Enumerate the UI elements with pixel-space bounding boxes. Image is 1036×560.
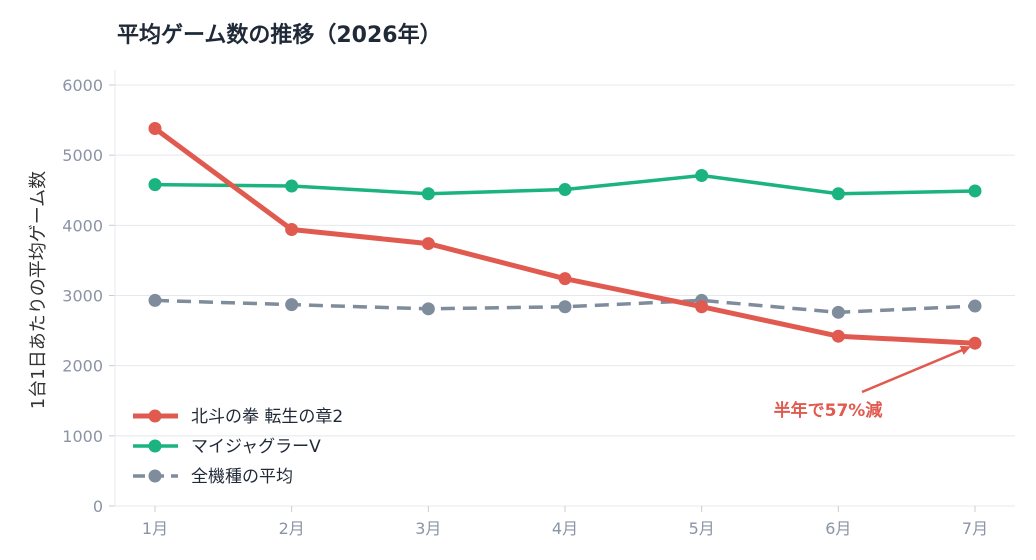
data-point	[148, 178, 162, 192]
legend-item: 北斗の拳 転生の章2	[133, 407, 343, 427]
data-point	[831, 187, 845, 201]
y-tick-label: 0	[93, 497, 103, 516]
axes: 0 1000 2000 3000 4000 5000 6000 1月 2月 3月 4月 5月 6月 7月	[62, 70, 988, 538]
annotation-arrow	[861, 345, 971, 394]
data-point	[968, 336, 982, 350]
data-point	[285, 179, 299, 193]
data-point	[285, 223, 299, 237]
series-0	[148, 122, 982, 350]
x-tick-label: 7月	[962, 519, 988, 538]
data-point	[558, 272, 572, 286]
data-point	[558, 300, 572, 314]
legend: 北斗の拳 転生の章2 マイジャグラーV 全機種の平均	[133, 407, 343, 487]
data-point	[285, 298, 299, 312]
data-point	[968, 184, 982, 198]
y-tick-label: 3000	[62, 287, 103, 306]
chart-title: 平均ゲーム数の推移（2026年）	[117, 22, 442, 48]
annotation: 半年で57%減	[774, 345, 971, 421]
x-tick-label: 2月	[279, 519, 305, 538]
data-point	[831, 305, 845, 319]
annotation-label: 半年で57%減	[774, 400, 883, 421]
series-2	[148, 293, 982, 319]
y-tick-label: 6000	[62, 76, 103, 95]
data-point	[831, 329, 845, 343]
grid-lines	[115, 84, 1015, 507]
data-point	[695, 169, 709, 183]
y-tick-label: 2000	[62, 357, 103, 376]
x-tick-label: 1月	[142, 519, 168, 538]
legend-swatch-marker	[148, 469, 162, 483]
y-axis-label: 1台1日あたりの平均ゲーム数	[28, 171, 49, 409]
data-point	[695, 300, 709, 314]
series-1	[148, 169, 982, 201]
y-tick-label: 4000	[62, 216, 103, 235]
data-point	[148, 293, 162, 307]
legend-item: 全機種の平均	[133, 467, 293, 487]
data-point	[421, 237, 435, 251]
x-tick-label: 6月	[825, 519, 851, 538]
y-tick-label: 1000	[62, 427, 103, 446]
legend-swatch-marker	[148, 409, 162, 423]
legend-label: 全機種の平均	[191, 467, 293, 487]
data-point	[148, 122, 162, 136]
series-layer	[148, 122, 982, 350]
y-tick-label: 5000	[62, 146, 103, 165]
x-tick-label: 3月	[415, 519, 441, 538]
data-point	[968, 299, 982, 313]
legend-label: マイジャグラーV	[191, 437, 321, 457]
x-tick-label: 4月	[552, 519, 578, 538]
legend-item: マイジャグラーV	[133, 437, 321, 457]
data-point	[421, 302, 435, 316]
legend-label: 北斗の拳 転生の章2	[191, 407, 343, 427]
data-point	[558, 183, 572, 197]
legend-swatch-marker	[148, 439, 162, 453]
x-tick-label: 5月	[689, 519, 715, 538]
data-point	[421, 187, 435, 201]
